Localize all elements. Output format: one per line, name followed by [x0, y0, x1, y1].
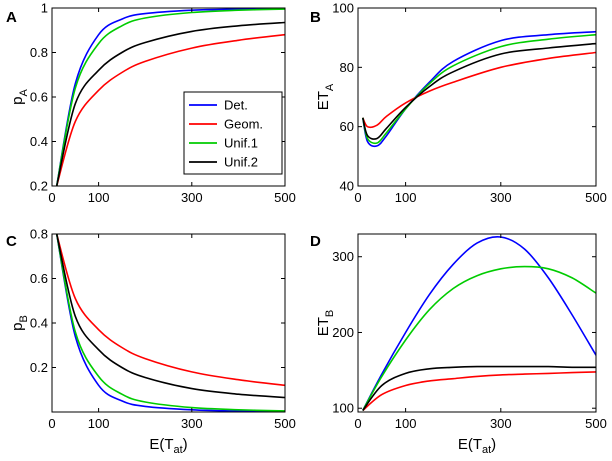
x-tick-label: 300 [181, 416, 203, 431]
y-tick-label: 100 [332, 401, 354, 416]
y-tick-label: 0.4 [30, 316, 48, 331]
series-group [55, 234, 285, 412]
series-group [362, 30, 596, 148]
series-line-unif-2 [362, 365, 596, 411]
y-tick-label: 1 [41, 1, 48, 16]
series-line-unif-2 [362, 42, 596, 140]
panel-letter: A [6, 9, 17, 26]
x-axis-label-main: E(T [149, 436, 173, 453]
x-tick-label: 0 [354, 190, 361, 205]
y-axis-label-main: p [9, 323, 26, 331]
y-axis-label: pA [9, 89, 30, 105]
panel-letter: C [6, 233, 17, 250]
series-group [55, 8, 285, 186]
x-tick-label: 0 [354, 416, 361, 431]
legend-label: Unif.1 [224, 136, 258, 151]
y-axis-label-sub: B [18, 315, 30, 322]
y-axis-label-main: p [9, 97, 26, 105]
y-tick-label: 0.2 [30, 360, 48, 375]
y-tick-label: 40 [340, 179, 354, 194]
legend-label: Det. [224, 98, 248, 113]
x-tick-label: 0 [48, 190, 55, 205]
y-axis-label-main: ET [315, 91, 332, 110]
series-line-geom [362, 371, 596, 412]
series-line-unif-2 [55, 21, 285, 186]
legend: Det. Geom. Unif.1 Unif.2 [183, 91, 283, 175]
y-axis-label: pB [9, 315, 30, 331]
series-line-unif-1 [362, 33, 596, 145]
x-axis-label-main: E(T [458, 436, 482, 453]
axes-frame [51, 233, 286, 413]
x-axis-label-sub: at [482, 444, 491, 456]
series-line-unif-1 [55, 8, 285, 186]
y-tick-label: 0.2 [30, 179, 48, 194]
x-tick-label: 300 [490, 416, 512, 431]
axes-frame [357, 233, 597, 413]
x-axis-label-end: ) [491, 436, 496, 453]
y-axis-label-sub: A [18, 89, 30, 97]
legend-label: Unif.2 [224, 155, 258, 170]
panel-letter: D [310, 233, 321, 250]
x-tick-label: 0 [48, 416, 55, 431]
axes-frame [357, 7, 597, 187]
y-tick-label: 0.8 [30, 45, 48, 60]
y-axis-label-sub: B [324, 310, 336, 317]
panel-b: 0 100 300 500 40 60 80 100 ETA B [310, 1, 607, 206]
x-tick-label: 500 [585, 190, 607, 205]
y-tick-label: 0.4 [30, 134, 48, 149]
y-tick-label: 100 [332, 1, 354, 16]
y-tick-label: 80 [340, 60, 354, 75]
x-tick-label: 500 [585, 416, 607, 431]
y-tick-label: 200 [332, 325, 354, 340]
series-line-geom [55, 234, 285, 387]
x-tick-label: 100 [88, 190, 110, 205]
series-line-det [55, 234, 285, 412]
y-axis-label-sub: A [324, 83, 336, 91]
x-axis-label: E(Tat) [458, 436, 496, 456]
y-tick-label: 300 [332, 249, 354, 264]
panel-letter: B [310, 9, 321, 26]
y-axis-label-main: ET [315, 317, 332, 336]
series-line-unif-2 [55, 234, 285, 399]
x-tick-label: 100 [88, 416, 110, 431]
panel-c: 0 100 300 500 0.2 0.4 0.6 0.8 pB E(Tat) C [6, 227, 296, 457]
x-tick-label: 300 [490, 190, 512, 205]
series-line-geom [55, 33, 285, 186]
y-tick-label: 0.8 [30, 227, 48, 242]
x-axis-label-sub: at [173, 444, 182, 456]
x-axis-label-end: ) [183, 436, 188, 453]
y-axis-label: ETB [315, 310, 336, 337]
x-tick-label: 300 [181, 190, 203, 205]
series-line-unif-1 [55, 234, 285, 412]
y-tick-label: 0.6 [30, 90, 48, 105]
series-line-det [55, 8, 285, 186]
x-tick-label: 500 [274, 416, 296, 431]
x-axis-label: E(Tat) [149, 436, 187, 456]
y-axis-label: ETA [315, 83, 336, 110]
x-tick-label: 100 [395, 190, 417, 205]
series-line-unif-1 [362, 265, 596, 411]
x-tick-label: 500 [274, 190, 296, 205]
y-tick-label: 60 [340, 119, 354, 134]
series-group [362, 235, 596, 412]
x-tick-label: 100 [395, 416, 417, 431]
y-tick-label: 0.6 [30, 271, 48, 286]
series-line-det [362, 30, 596, 148]
legend-label: Geom. [224, 117, 263, 132]
series-line-det [362, 235, 596, 411]
